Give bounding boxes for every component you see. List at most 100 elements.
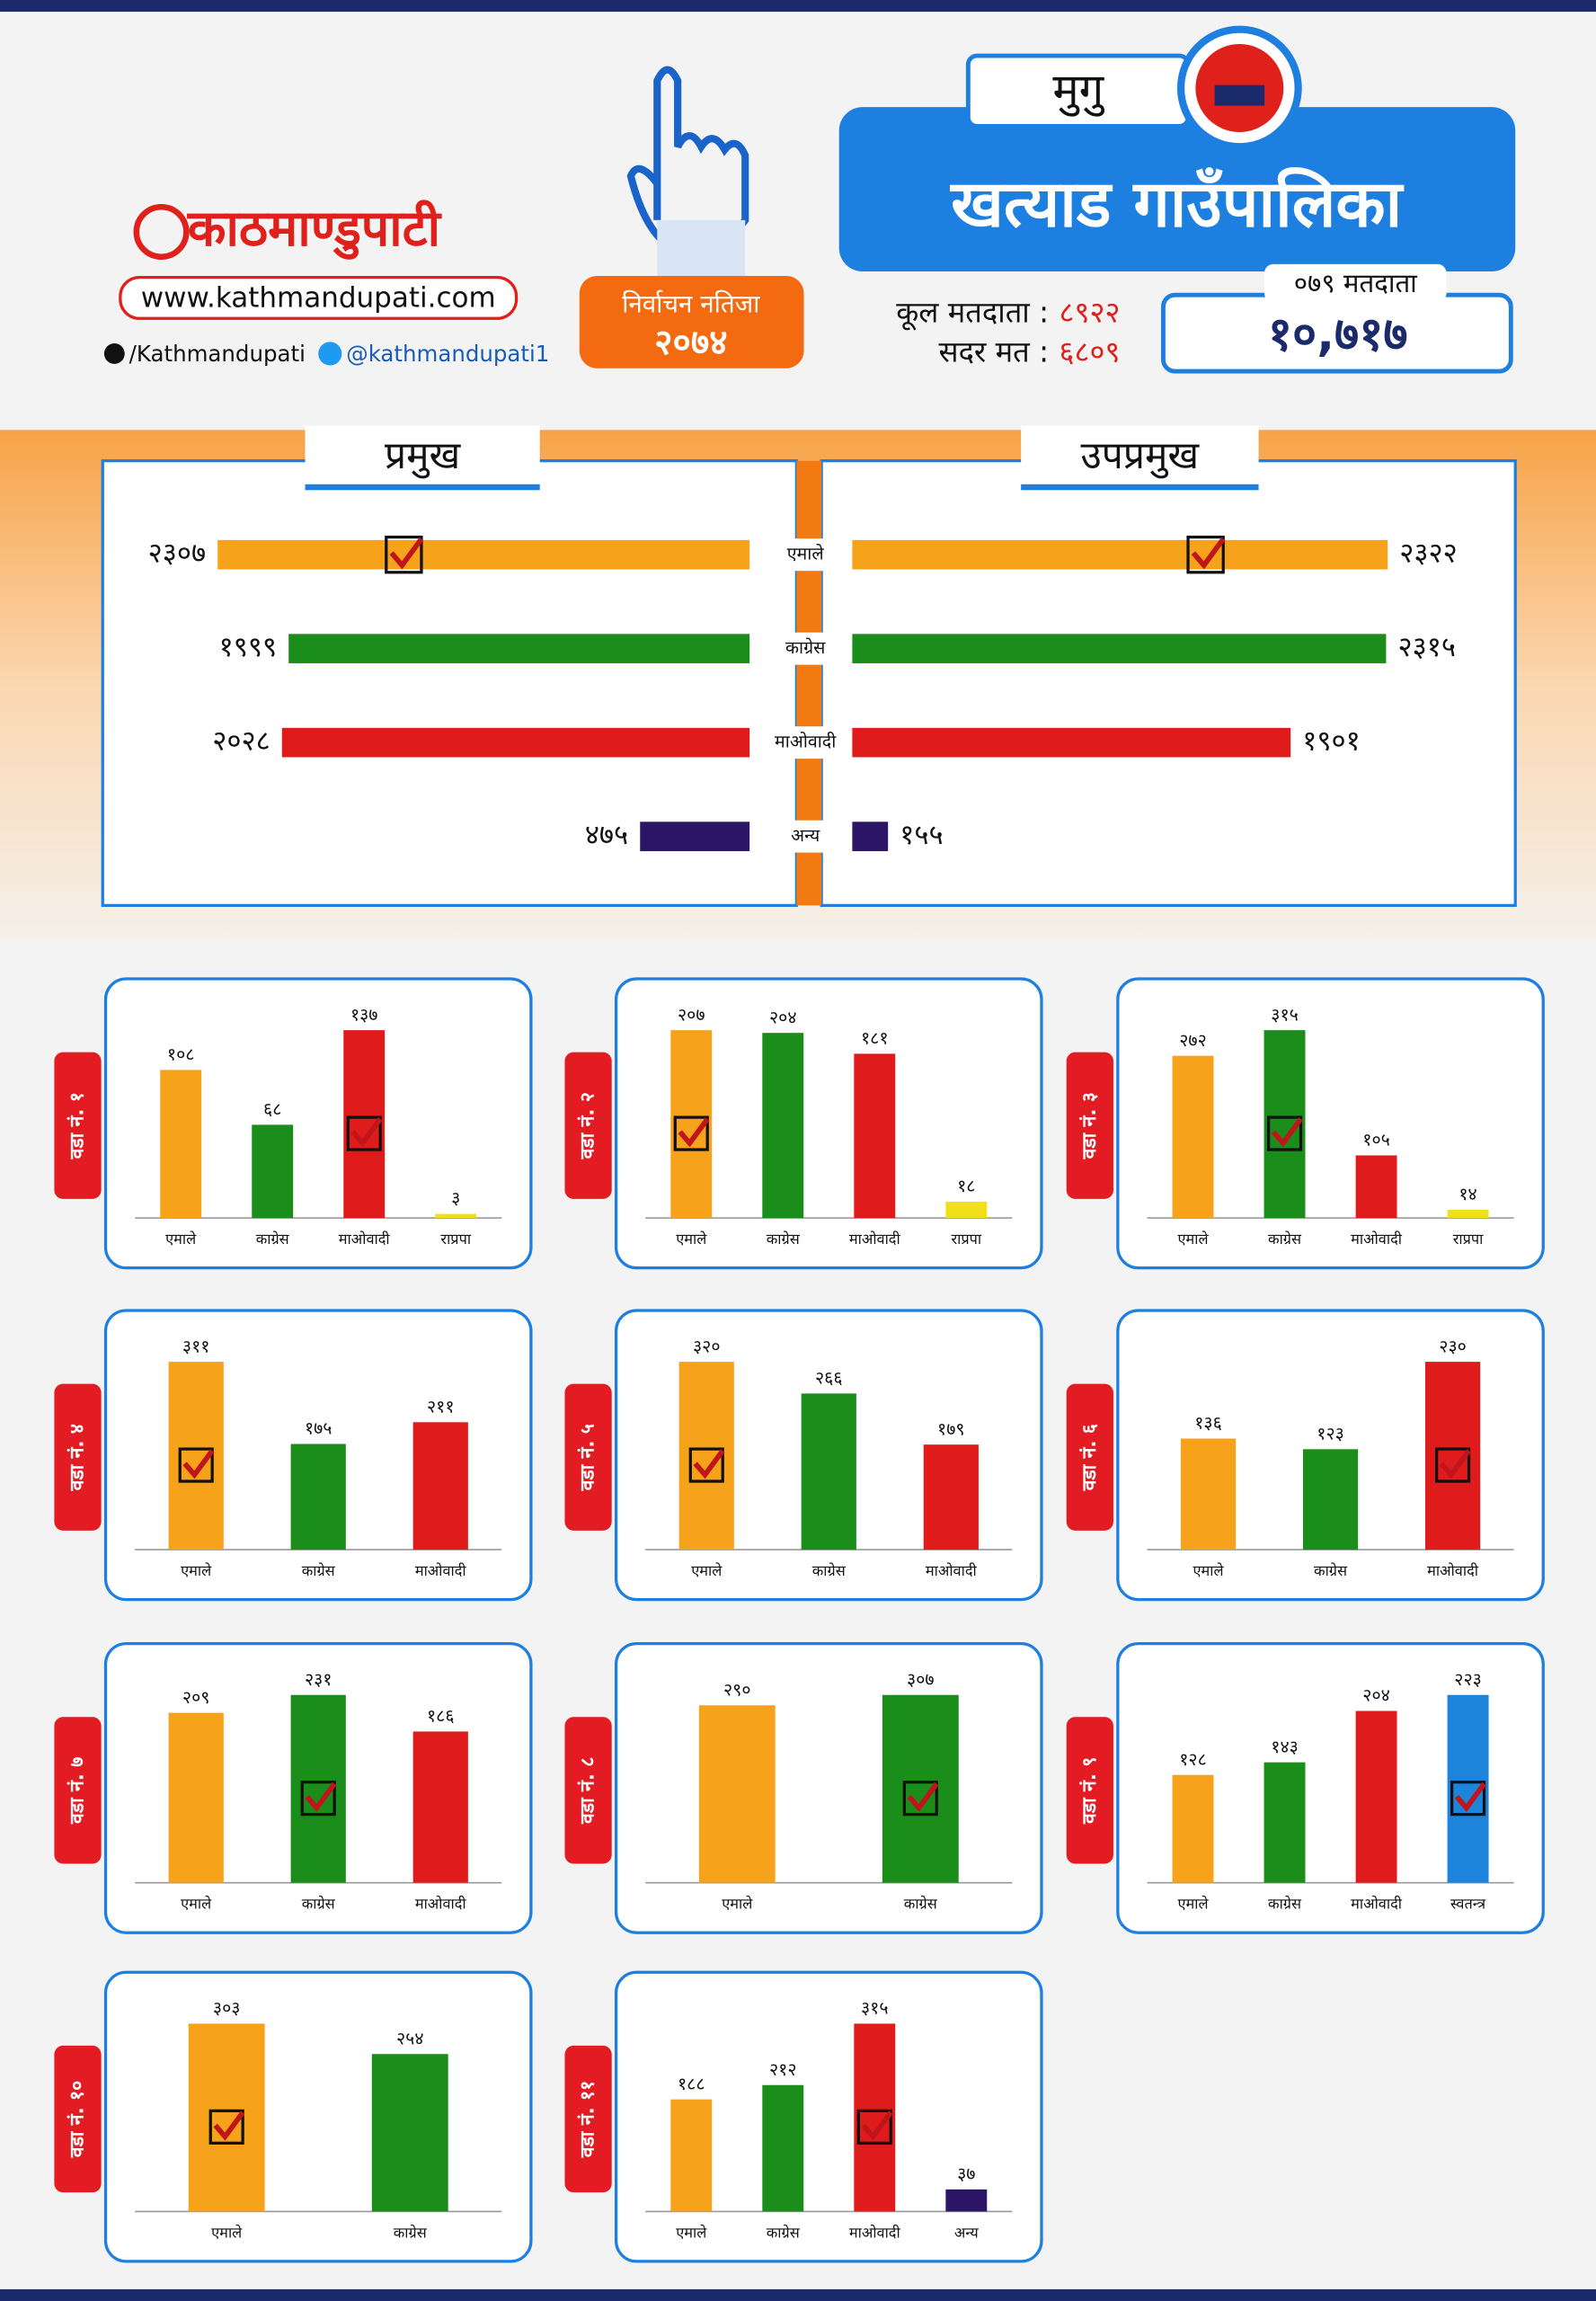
category-label: एमाले	[181, 1896, 212, 1913]
bar	[852, 634, 1387, 663]
winner-tick	[693, 1449, 725, 1479]
bar	[945, 1201, 988, 1219]
winner-tick	[213, 2110, 245, 2141]
bar	[371, 2054, 448, 2212]
category-label: माओवादी	[775, 732, 837, 752]
category-label: काग्रेस	[302, 1896, 336, 1913]
value-label: २६६	[815, 1368, 843, 1389]
value-label: २७२	[1179, 1030, 1207, 1051]
category-label: स्वतन्त्र	[1450, 1896, 1486, 1913]
category-label: राप्रपा	[951, 1230, 981, 1248]
winner-box	[208, 2109, 244, 2145]
category-label: माओवादी	[849, 1230, 901, 1248]
ward-tab	[1066, 1383, 1113, 1531]
category-box	[761, 726, 850, 760]
bar	[412, 1731, 468, 1883]
panel-tab	[305, 425, 540, 491]
ward-tab	[54, 2045, 102, 2193]
ward-title: वडा नं. १०	[66, 2081, 89, 2158]
bar	[670, 2099, 713, 2212]
value-label: १९०१	[1302, 725, 1360, 758]
value-label: ६८	[263, 1099, 281, 1120]
bar	[1172, 1055, 1214, 1219]
value-label: २३०	[1439, 1336, 1467, 1356]
value-label: ३०३	[213, 1998, 241, 2019]
winner-tick	[1454, 1781, 1486, 1813]
winner-box	[1266, 1115, 1303, 1151]
bar	[1355, 1155, 1397, 1219]
category-label: काग्रेस	[785, 637, 826, 658]
ward-title: वडा नं. ६	[1078, 1424, 1101, 1491]
category-label: एमाले	[1177, 1896, 1209, 1913]
value-label: १७९	[937, 1418, 965, 1439]
ward-tab	[564, 2045, 612, 2193]
bar	[923, 1444, 979, 1550]
value-label: २३०७	[148, 537, 206, 570]
category-label: काग्रेस	[1268, 1230, 1302, 1248]
category-label: माओवादी	[339, 1230, 391, 1248]
bar	[1264, 1762, 1306, 1883]
value-label: २३१५	[1397, 631, 1455, 663]
category-label: काग्रेस	[812, 1562, 847, 1579]
bar	[945, 2189, 988, 2212]
bar	[854, 1053, 896, 1219]
winner-box	[178, 1447, 214, 1483]
value-label: १८	[957, 1176, 975, 1196]
value-label: १०८	[167, 1044, 195, 1065]
voters-079-tab	[1264, 263, 1447, 303]
ward-title: वडा नं. १	[66, 1092, 89, 1159]
bar	[168, 1712, 224, 1883]
category-label: माओवादी	[415, 1896, 467, 1913]
total-voters-label: कूल मतदाता :	[896, 295, 1049, 330]
ward-card	[614, 977, 1043, 1270]
category-label: अन्य	[954, 2224, 979, 2241]
category-label: काग्रेस	[302, 1562, 336, 1579]
ward-tab	[54, 1052, 102, 1199]
category-label: अन्य	[791, 825, 820, 846]
value-label: १४	[1459, 1184, 1476, 1204]
category-label: एमाले	[211, 2224, 243, 2241]
ward-title: वडा नं. ८	[577, 1757, 599, 1825]
category-label: एमाले	[181, 1562, 212, 1579]
website: www.kathmandupati.com	[141, 282, 496, 315]
ward-title: वडा नं. ९	[1078, 1757, 1101, 1825]
value-label: १३६	[1194, 1413, 1222, 1434]
bar	[412, 1422, 468, 1550]
bar	[762, 1033, 804, 1219]
ward-title: वडा नं. ११	[577, 2081, 599, 2158]
series-name: प्रमुख	[385, 434, 462, 479]
bar	[281, 727, 750, 758]
hand-icon	[626, 66, 749, 254]
brand-name: काठमाण्डुपाटी	[187, 200, 443, 260]
value-label: १२३	[1317, 1423, 1344, 1444]
bar	[1355, 1710, 1397, 1883]
category-label: एमाले	[691, 1562, 723, 1579]
bar	[852, 822, 889, 851]
winner-box	[673, 1115, 709, 1151]
value-label: १८१	[861, 1028, 889, 1049]
value-label: १७५	[305, 1418, 332, 1439]
bar	[852, 539, 1388, 570]
panel-tab-underline	[305, 484, 540, 491]
winner-tick	[1191, 537, 1226, 570]
ward-card	[614, 1641, 1043, 1934]
category-label: एमाले	[676, 2224, 707, 2241]
winner-box	[902, 1781, 938, 1817]
title-box	[838, 107, 1516, 272]
value-label: १३७	[350, 1004, 378, 1025]
series-name: उपप्रमुख	[1081, 434, 1201, 479]
ward-title: वडा नं. २	[577, 1092, 599, 1159]
right-panel	[820, 459, 1517, 907]
value-label: १९९९	[219, 631, 277, 663]
value-label: १५५	[900, 819, 943, 851]
category-label: काग्रेस	[256, 1230, 290, 1248]
bar	[1302, 1449, 1359, 1550]
panel-tab-underline	[1021, 484, 1259, 491]
ward-tab	[1066, 1052, 1113, 1199]
twitter: @kathmandupati1	[346, 341, 549, 367]
bottom-stripe	[0, 2288, 1596, 2301]
category-box	[761, 538, 850, 572]
bar	[288, 634, 750, 663]
winner-tick	[389, 537, 424, 570]
value-label: २११	[427, 1396, 455, 1417]
